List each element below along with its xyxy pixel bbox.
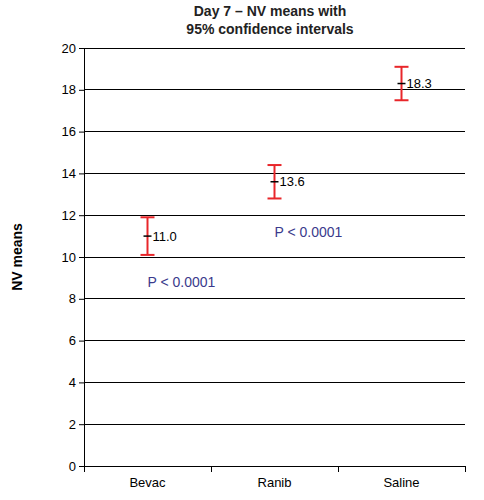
- y-tick: 20: [62, 41, 84, 56]
- title: Day 7 – NV means with 95% confidence inte…: [186, 3, 354, 37]
- mean-marker: [144, 235, 152, 237]
- x-tick: Bevac: [129, 466, 166, 490]
- annotation: P < 0.0001: [275, 224, 343, 240]
- title-line: Day 7 – NV means with: [194, 3, 347, 19]
- x-tick: Ranib: [258, 466, 292, 490]
- y-axis: 0 2 4 6 8 10 12 14 16 18 20: [62, 41, 85, 474]
- x-axis: Bevac Ranib Saline: [84, 466, 466, 490]
- grid-line: [84, 340, 465, 341]
- mean-marker: [398, 83, 406, 85]
- mean-marker: [271, 181, 279, 183]
- y-tick-label: 12: [62, 208, 76, 223]
- plot: 0 2 4 6 8 10 12 14 16 18 20 Bevac Ranib Saline 11.0 13.…: [62, 41, 466, 491]
- annotations: P < 0.0001 P < 0.0001: [148, 224, 343, 290]
- y-tick-mark: [79, 48, 84, 49]
- y-tick-mark: [79, 173, 84, 174]
- category-separator: [465, 466, 466, 472]
- error-bar-cap-top: [141, 216, 155, 218]
- y-tick-label: 16: [62, 124, 76, 139]
- grid-line: [84, 131, 465, 132]
- x-tick-label: Bevac: [129, 475, 166, 490]
- grid: [84, 48, 465, 466]
- category-separator: [84, 466, 85, 472]
- y-tick-mark: [79, 90, 84, 91]
- data-label: 11.0: [153, 229, 177, 244]
- category-separator: [211, 466, 212, 472]
- grid-line: [84, 215, 465, 216]
- y-tick-label: 18: [62, 82, 76, 97]
- x-tick: Saline: [383, 466, 419, 490]
- y-tick: 6: [69, 333, 84, 348]
- y-tick: 2: [69, 417, 84, 432]
- y-tick-label: 20: [62, 41, 76, 56]
- x-tick-label: Saline: [383, 475, 419, 490]
- data-labels: 11.0 13.6 18.3: [153, 76, 432, 244]
- error-bar-cap-bottom: [395, 99, 409, 101]
- y-tick-mark: [79, 341, 84, 342]
- y-tick: 16: [62, 124, 84, 139]
- grid-line: [84, 48, 465, 49]
- y-tick-label: 2: [69, 417, 76, 432]
- category-separator: [338, 466, 339, 472]
- error-bar-cap-top: [268, 164, 282, 166]
- y-tick-mark: [79, 215, 84, 216]
- grid-line: [84, 466, 465, 467]
- x-tick-label: Ranib: [258, 475, 292, 490]
- grid-line: [84, 424, 465, 425]
- grid-line: [84, 298, 465, 299]
- y-tick: 8: [69, 291, 84, 306]
- y-tick: 12: [62, 208, 84, 223]
- y-tick-mark: [79, 299, 84, 300]
- error-bar-cap-bottom: [268, 197, 282, 199]
- y-tick: 4: [69, 375, 84, 390]
- grid-line: [84, 257, 465, 258]
- grid-line: [84, 382, 465, 383]
- y-tick-label: 10: [62, 250, 76, 265]
- y-tick-mark: [79, 424, 84, 425]
- y-axis-line: [84, 49, 85, 467]
- data-label: 13.6: [280, 174, 305, 189]
- y-tick-label: 6: [69, 333, 76, 348]
- chart: Day 7 – NV means with 95% confidence inte…: [0, 0, 484, 500]
- x-axis-line: [85, 466, 466, 467]
- y-tick: 14: [62, 166, 84, 181]
- error-bar-cap-bottom: [141, 254, 155, 256]
- y-tick-label: 8: [69, 291, 76, 306]
- y-axis-title: NV means: [9, 223, 25, 291]
- y-tick-label: 14: [62, 166, 76, 181]
- y-tick-mark: [79, 132, 84, 133]
- title-line: 95% confidence intervals: [186, 21, 354, 37]
- error-bar-cap-top: [395, 66, 409, 68]
- y-tick-mark: [79, 382, 84, 383]
- y-tick: 0: [69, 459, 84, 474]
- y-tick-label: 4: [69, 375, 76, 390]
- y-tick: 10: [62, 250, 84, 265]
- y-tick-mark: [79, 466, 84, 467]
- y-tick-label: 0: [69, 459, 76, 474]
- y-tick-mark: [79, 257, 84, 258]
- marks: [141, 67, 409, 255]
- data-label: 18.3: [407, 76, 432, 91]
- y-tick: 18: [62, 82, 84, 97]
- annotation: P < 0.0001: [148, 274, 216, 290]
